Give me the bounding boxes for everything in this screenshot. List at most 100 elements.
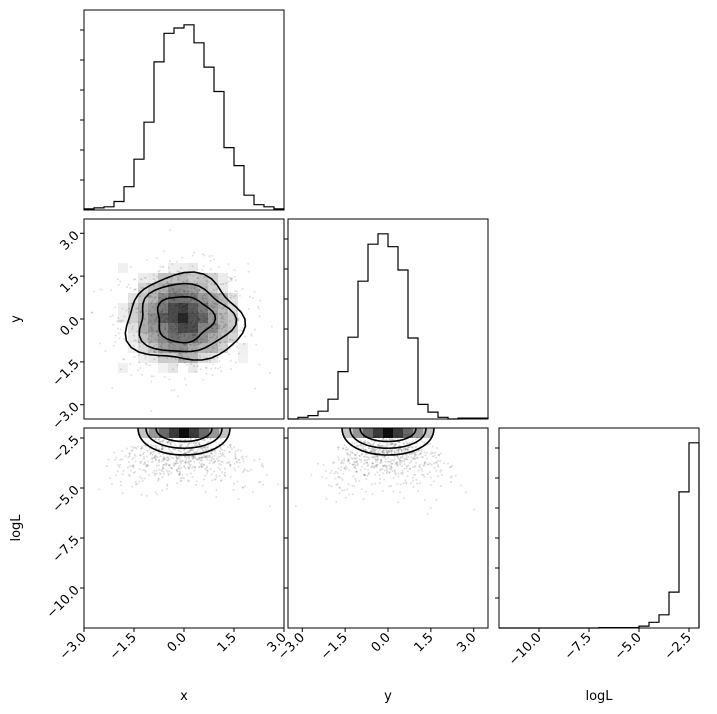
scatter-point [343,489,346,492]
scatter-point [210,452,212,455]
scatter-point [162,439,165,442]
scatter-point [210,459,213,462]
density-cell [148,333,158,343]
scatter-point [366,441,369,444]
scatter-point [184,461,187,464]
scatter-point [229,465,232,468]
scatter-point [351,451,354,454]
scatter-point [205,372,208,375]
scatter-point [443,462,446,465]
scatter-point [156,301,159,304]
scatter-point [222,318,225,320]
scatter-point [164,462,167,465]
scatter-point [157,477,160,480]
scatter-point [352,466,355,469]
scatter-point [176,353,179,356]
scatter-point [145,363,148,366]
scatter-point [360,488,363,491]
scatter-point [189,463,192,466]
scatter-point [192,442,195,445]
scatter-point [238,329,241,332]
scatter-point [212,289,215,292]
scatter-point [208,339,211,342]
scatter-point [174,463,177,466]
scatter-point [118,319,121,322]
scatter-point [373,450,375,453]
scatter-point [150,340,153,343]
scatter-point [397,449,400,452]
scatter-point [440,469,443,471]
scatter-point [381,451,384,453]
scatter-point [206,446,209,449]
scatter-point [372,456,375,459]
contour-x-logL [145,428,223,450]
scatter-point [203,456,206,459]
density-cell [148,303,158,313]
scatter-point [253,290,256,293]
scatter-point [174,358,177,361]
scatter-point [229,338,232,341]
scatter-point [203,456,206,459]
scatter-point [185,280,188,282]
scatter-point [421,473,424,476]
scatter-point [416,436,418,439]
density-cell [148,353,158,363]
scatter-point [166,356,169,359]
scatter-point [433,462,435,465]
scatter-point [353,442,356,445]
scatter-point [233,269,236,272]
scatter-point [348,469,351,472]
scatter-point [151,333,154,336]
scatter-point [251,296,254,299]
scatter-point [359,444,362,447]
scatter-point [203,276,206,279]
scatter-point [215,344,218,347]
scatter-point [219,450,222,453]
scatter-point [403,451,406,453]
scatter-point [215,489,218,492]
scatter-point [373,448,376,451]
scatter-point [351,442,354,445]
scatter-point [219,468,222,471]
histogram-y [288,233,489,420]
scatter-point [382,451,385,454]
scatter-point [168,344,171,347]
scatter-point [192,344,195,347]
scatter-point [426,473,429,475]
density-cell [208,273,218,283]
scatter-point [188,456,191,459]
scatter-point [134,481,137,483]
scatter-point [120,484,123,487]
scatter-point [162,467,165,470]
scatter-point [401,459,404,462]
scatter-point [175,459,178,462]
scatter-point [385,451,388,454]
scatter-point [194,370,197,373]
scatter-point [203,446,206,449]
scatter-point [210,330,213,333]
scatter-point [374,455,377,458]
scatter-point [200,341,203,344]
scatter-point [354,458,357,460]
scatter-point [145,332,148,335]
scatter-point [269,372,272,374]
scatter-point [221,307,224,310]
scatter-point [414,438,417,441]
panel-hist-logL [498,427,700,629]
scatter-point [164,464,167,467]
scatter-point [202,449,205,452]
scatter-point [217,348,220,351]
scatter-point [242,486,244,489]
scatter-point [169,454,172,457]
scatter-point [409,461,412,464]
scatter-point [208,333,211,335]
scatter-point [419,452,422,455]
scatter-point [150,461,153,464]
scatter-point [234,454,237,457]
scatter-point [237,448,240,451]
scatter-point [334,477,337,480]
contour-y-logL [359,428,417,443]
scatter-point [119,463,122,466]
scatter-point [220,454,223,457]
scatter-point [186,473,188,476]
